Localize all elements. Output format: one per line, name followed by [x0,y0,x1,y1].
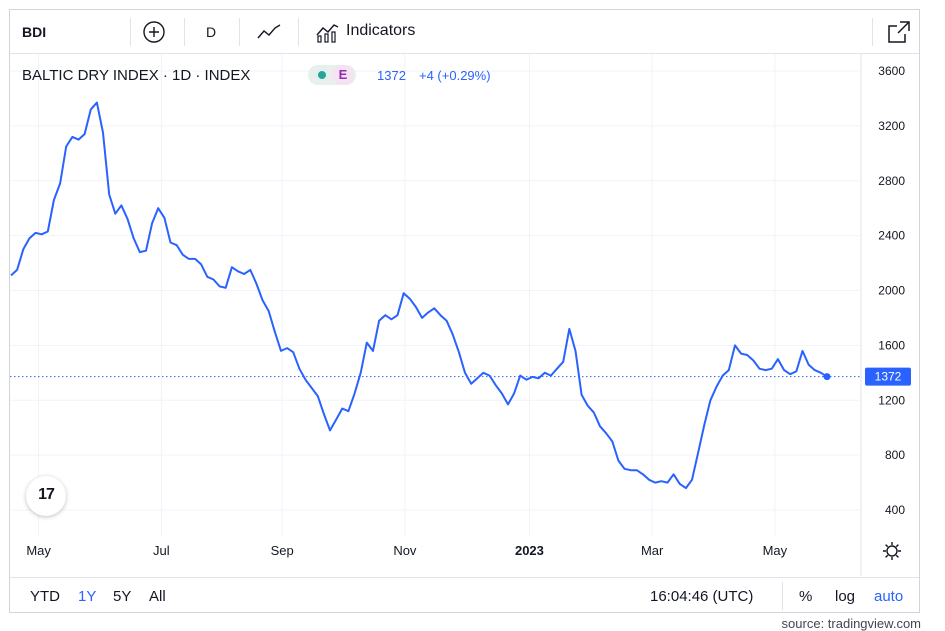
last-price-dot [823,373,831,381]
x-tick-label: May [763,543,788,558]
auto-toggle[interactable]: auto [874,588,904,605]
toolbar-divider [298,18,299,46]
y-tick-label: 2400 [878,229,905,243]
indicators-icon[interactable] [314,21,340,43]
clock-time[interactable]: 16:04:46 (UTC) [650,588,754,605]
indicators-button[interactable]: Indicators [346,22,416,39]
x-tick-label: Mar [641,543,664,558]
log-toggle[interactable]: log [835,588,856,605]
interval-button[interactable]: D [206,24,217,40]
x-axis: May Jul Sep Nov 2023 Mar May [26,543,787,558]
legend-title: BALTIC DRY INDEX · 1D · INDEX [22,67,251,84]
y-tick-label: 3600 [878,64,905,78]
plus-circle-icon[interactable] [142,20,166,44]
tradingview-logo[interactable]: 17 [26,476,66,516]
toolbar: BDI D Indicators [10,10,919,54]
popout-icon[interactable] [886,19,912,45]
y-tick-label: 2000 [878,284,905,298]
y-tick-label: 3200 [878,119,905,133]
x-tick-label: May [26,543,51,558]
line-chart-icon[interactable] [256,22,282,42]
price-label: 1372 [865,367,911,386]
grid [10,54,862,576]
y-tick-label: 1200 [878,393,905,407]
toolbar-divider [872,18,873,46]
toolbar-divider [130,18,131,46]
source-caption: source: tradingview.com [781,616,921,631]
x-tick-label: Nov [393,543,417,558]
series-line [10,101,828,490]
range-5y[interactable]: 5Y [113,588,132,605]
toolbar-divider [239,18,240,46]
symbol-search-button[interactable]: BDI [22,24,47,40]
y-tick-label: 800 [885,448,905,462]
chart-plot[interactable]: 400 800 1200 1600 2000 2400 2800 3200 3600 May Ju… [10,10,919,576]
settings-gear-icon[interactable] [883,542,901,560]
range-ytd[interactable]: YTD [30,588,60,605]
legend-price: 1372 [377,68,406,83]
price-label-text: 1372 [875,370,902,384]
bottom-divider [782,582,783,610]
range-1y[interactable]: 1Y [78,588,97,605]
exchange-badge: E [332,65,354,85]
legend-change: +4 (+0.29%) [419,68,491,83]
y-tick-label: 1600 [878,338,905,352]
x-tick-label: Sep [271,543,294,558]
chart-widget: BDI D Indicators 400 800 1200 1600 2000 2400 2… [9,9,920,613]
x-tick-label: 2023 [515,543,544,558]
tradingview-logo-mark: 17 [38,486,55,503]
toolbar-divider [184,18,185,46]
y-tick-label: 400 [885,503,905,517]
market-status-badge[interactable]: E [308,65,356,85]
status-dot-icon [318,71,326,79]
bottom-bar: YTD 1Y 5Y All 16:04:46 (UTC) % log auto [10,577,919,613]
x-tick-label: Jul [153,543,170,558]
y-axis: 400 800 1200 1600 2000 2400 2800 3200 3600 [878,64,905,517]
y-tick-label: 2800 [878,174,905,188]
range-all[interactable]: All [149,588,166,605]
percent-toggle[interactable]: % [799,588,813,605]
